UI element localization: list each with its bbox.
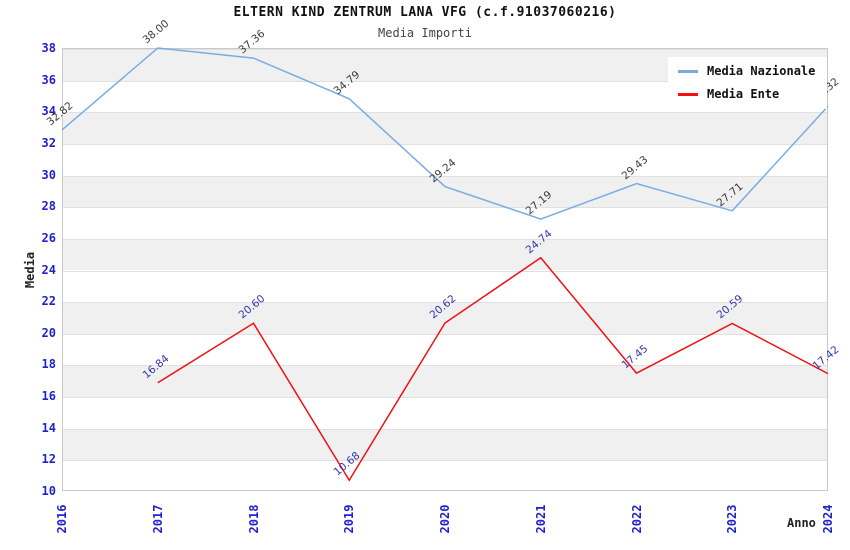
legend-label-ente: Media Ente <box>707 87 780 101</box>
x-tick-label: 2021 <box>533 504 548 534</box>
y-tick-label: 30 <box>41 167 56 182</box>
y-axis-label: Media <box>23 251 37 289</box>
gridline <box>63 49 827 50</box>
legend-swatch-ente-icon <box>678 92 698 96</box>
y-tick-label: 32 <box>41 135 56 150</box>
y-tick-label: 26 <box>41 230 56 245</box>
gridline <box>63 143 827 145</box>
legend-item-ente: Media Ente <box>678 87 815 101</box>
plot-band <box>63 207 827 239</box>
y-tick-label: 12 <box>41 452 56 467</box>
legend-label-nazionale: Media Nazionale <box>707 64 816 78</box>
plot-band <box>63 365 827 398</box>
x-tick-label: 2020 <box>438 504 452 534</box>
x-tick-label: 2017 <box>150 504 165 534</box>
legend: Media Nazionale Media Ente <box>668 57 828 109</box>
y-tick-label: 14 <box>41 420 56 435</box>
gridline <box>63 397 827 399</box>
plot-band <box>63 334 827 366</box>
plot-band <box>63 397 827 429</box>
plot-band <box>63 175 827 208</box>
y-tick-label: 38 <box>41 41 56 55</box>
plot-area <box>62 48 828 491</box>
gridline <box>63 207 827 209</box>
gridline <box>63 112 827 114</box>
plot-band <box>63 238 827 271</box>
y-tick-label: 18 <box>41 357 56 372</box>
plot-band <box>63 428 827 461</box>
x-tick-label: 2023 <box>725 504 740 534</box>
gridline <box>63 428 827 430</box>
x-tick-label: 2018 <box>246 504 261 534</box>
y-tick-label: 16 <box>41 389 56 404</box>
x-tick-label: 2016 <box>55 504 69 534</box>
x-axis-label: Anno <box>787 516 816 530</box>
gridline <box>63 333 827 335</box>
gridline <box>63 270 827 272</box>
legend-item-nazionale: Media Nazionale <box>678 64 815 78</box>
y-tick-label: 10 <box>41 484 56 498</box>
chart-subtitle: Media Importi <box>378 26 472 40</box>
y-tick-label: 24 <box>41 262 56 277</box>
y-tick-label: 36 <box>41 72 56 87</box>
y-tick-label: 20 <box>41 325 56 340</box>
plot-band <box>63 460 827 492</box>
x-tick-label: 2024 <box>821 504 835 534</box>
y-tick-label: 28 <box>41 199 56 214</box>
legend-swatch-nazionale-icon <box>678 69 698 73</box>
gridline <box>63 365 827 367</box>
gridline <box>63 238 827 240</box>
x-tick-label: 2022 <box>629 504 644 534</box>
plot-band <box>63 112 827 144</box>
y-tick-label: 22 <box>41 294 56 309</box>
x-tick-label: 2019 <box>342 504 357 534</box>
gridline <box>63 460 827 462</box>
y-tick-label: 34 <box>41 104 56 119</box>
chart-title: ELTERN KIND ZENTRUM LANA VFG (c.f.910370… <box>233 5 617 20</box>
